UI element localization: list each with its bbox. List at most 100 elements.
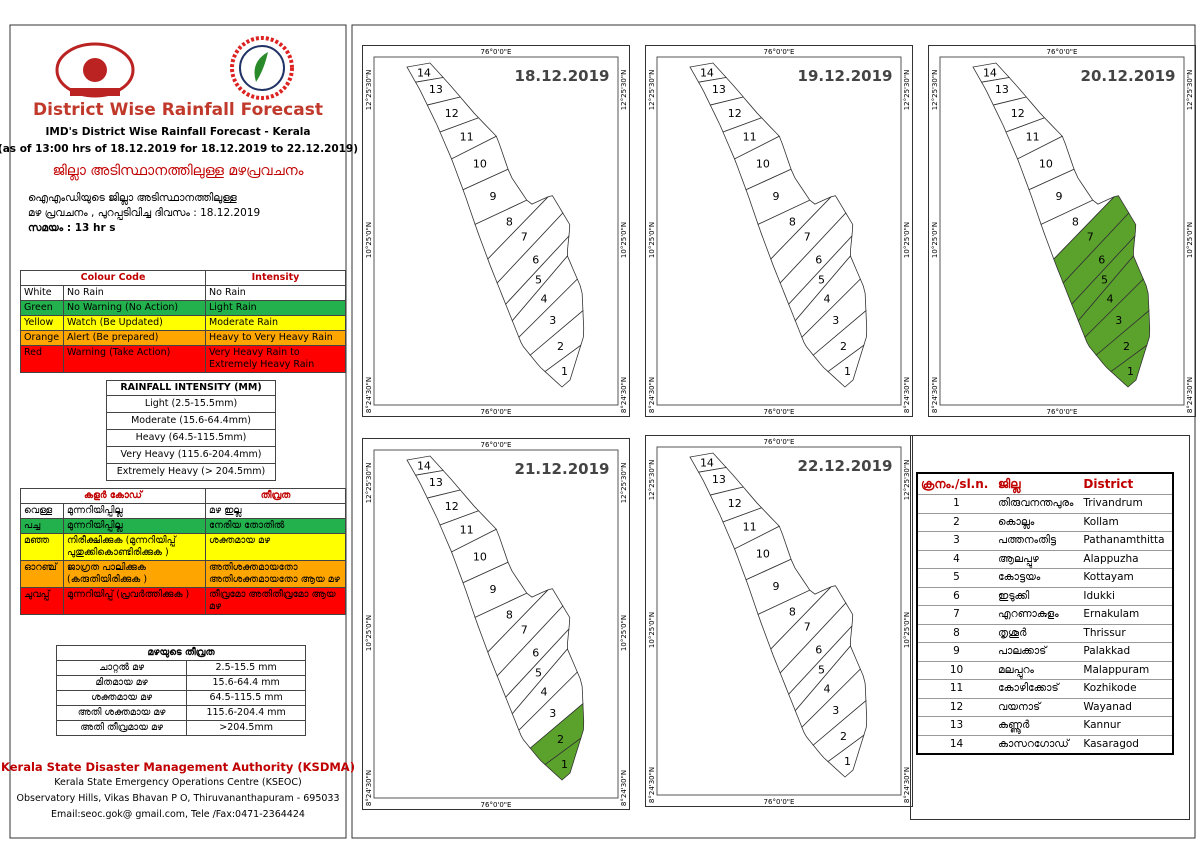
district-number: 13 bbox=[712, 473, 726, 486]
table-cell: തിരുവനന്തപുരം bbox=[995, 494, 1081, 513]
footer-line: Observatory Hills, Vikas Bhavan P O, Thi… bbox=[16, 793, 340, 804]
district-number: 13 bbox=[712, 83, 726, 96]
lon-label: 76°0'0"E bbox=[481, 408, 512, 416]
table-cell: ചുവപ്പ് bbox=[20, 587, 64, 615]
district-number: 7 bbox=[804, 230, 811, 243]
table-row: Colour Code Intensity bbox=[20, 270, 346, 286]
map-border bbox=[362, 45, 630, 417]
table-cell: കൊല്ലം bbox=[995, 512, 1081, 532]
district-number: 1 bbox=[1127, 365, 1134, 378]
table-row: RAINFALL INTENSITY (MM) bbox=[106, 380, 276, 396]
map-border bbox=[645, 45, 913, 417]
table-cell: വയനാട് bbox=[995, 697, 1081, 717]
table-cell: ചാറ്റൽ മഴ bbox=[55, 660, 188, 676]
district-number: 8 bbox=[506, 216, 513, 229]
table-row: വെള്ള മുന്നറിയിപ്പില്ല മഴ ഇല്ല bbox=[20, 503, 346, 519]
district-number: 1 bbox=[561, 365, 568, 378]
table-cell: White bbox=[20, 285, 64, 301]
district bbox=[1110, 344, 1148, 388]
map: 76°0'0"E 76°0'0"E 12°25'30"N 12°25'30"N 10°2… bbox=[645, 45, 913, 417]
table-row: കളർ കോഡ് തീവ്രത bbox=[20, 488, 346, 504]
map-border bbox=[362, 438, 630, 810]
lat-label: 12°25'30"N bbox=[365, 463, 373, 504]
district-number: 11 bbox=[1026, 130, 1040, 143]
district-number: 8 bbox=[506, 609, 513, 622]
table-cell: Light (2.5-15.5mm) bbox=[106, 395, 276, 413]
lon-label: 76°0'0"E bbox=[1047, 408, 1078, 416]
table-cell: Light Rain bbox=[205, 300, 346, 316]
district-number: 5 bbox=[818, 273, 825, 286]
table-row: 4 ആലപ്പുഴ Alappuzha bbox=[917, 549, 1173, 569]
table-row: 8 തൃശൂർ Thrissur bbox=[917, 623, 1173, 643]
table-cell: ശക്തമായ മഴ bbox=[205, 533, 346, 561]
district-number: 1 bbox=[844, 755, 851, 768]
map-date: 18.12.2019 bbox=[515, 67, 610, 85]
table-cell: കോഴിക്കോട് bbox=[995, 679, 1081, 698]
table-cell: അതി തീവ്രമായ മഴ bbox=[55, 720, 188, 736]
district-number: 14 bbox=[417, 66, 431, 79]
district-number: 5 bbox=[1101, 273, 1108, 286]
table-row: White No Rain No Rain bbox=[20, 285, 346, 301]
district-number: 3 bbox=[832, 704, 839, 717]
left-panel bbox=[9, 24, 347, 839]
district-number: 9 bbox=[773, 190, 780, 203]
table-cell: ഓറഞ്ച് bbox=[20, 560, 64, 588]
district-number: 14 bbox=[417, 459, 431, 472]
table-cell: District bbox=[1083, 477, 1134, 491]
table-cell: 7 bbox=[917, 605, 996, 624]
table-cell: തീവ്രമോ അതിതീവ്രമോ ആയ മഴ bbox=[205, 587, 346, 615]
table-cell: 6 bbox=[917, 586, 996, 606]
table-cell: Pathanamthitta bbox=[1080, 531, 1173, 550]
table-cell: 13 bbox=[917, 716, 996, 735]
district-number: 3 bbox=[1115, 314, 1122, 327]
district-number: 10 bbox=[473, 157, 487, 170]
table-row: Yellow Watch (Be Updated) Moderate Rain bbox=[20, 315, 346, 331]
lat-label: 12°25'30"N bbox=[648, 70, 656, 111]
table-cell: Kottayam bbox=[1080, 568, 1173, 587]
lat-label: 10°25'0"N bbox=[648, 222, 656, 258]
table-row: Green No Warning (No Action) Light Rain bbox=[20, 300, 346, 316]
table-cell: 11 bbox=[917, 679, 996, 698]
lat-label: 8°24'30"N bbox=[620, 770, 628, 806]
table-cell: കാസറഗോഡ് bbox=[995, 734, 1081, 754]
district-number: 5 bbox=[535, 666, 542, 679]
lat-label: 8°24'30"N bbox=[648, 767, 656, 803]
district-number: 14 bbox=[983, 66, 997, 79]
table-row: ശക്തമായ മഴ 64.5-115.5 mm bbox=[55, 690, 306, 706]
table-cell: 64.5-115.5 mm bbox=[186, 690, 306, 706]
district-number: 12 bbox=[445, 107, 459, 120]
lat-label: 10°25'0"N bbox=[365, 615, 373, 651]
district-number: 3 bbox=[549, 707, 556, 720]
table-row: Orange Alert (Be prepared) Heavy to Very H… bbox=[20, 330, 346, 346]
district-number: 10 bbox=[756, 157, 770, 170]
table-cell: 2.5-15.5 mm bbox=[186, 660, 306, 676]
lat-label: 8°24'30"N bbox=[620, 377, 628, 413]
district-number: 14 bbox=[700, 66, 714, 79]
ml-line: ഐഎംഡിയുടെ ജില്ലാ അടിസ്ഥാനത്തിലുള്ള bbox=[28, 192, 237, 204]
ml-title: ജില്ലാ അടിസ്ഥാനത്തിലുള്ള മഴപ്രവചനം bbox=[52, 163, 304, 179]
table-cell: പച്ച bbox=[20, 518, 64, 534]
table-cell: 3 bbox=[917, 531, 996, 550]
lat-label: 12°25'30"N bbox=[903, 70, 911, 111]
table-cell: ഇടുക്കി bbox=[995, 586, 1081, 606]
district bbox=[827, 344, 865, 388]
table-cell: 15.6-64.4 mm bbox=[186, 675, 306, 691]
lat-label: 8°24'30"N bbox=[365, 377, 373, 413]
district-number: 1 bbox=[561, 758, 568, 771]
map-date: 20.12.2019 bbox=[1081, 67, 1176, 85]
lat-label: 10°25'0"N bbox=[1186, 222, 1194, 258]
table-cell: ക്രനം./sl.n. bbox=[921, 477, 989, 491]
table-cell: കോട്ടയം bbox=[995, 568, 1081, 587]
table-row: 14 കാസറഗോഡ് Kasaragod bbox=[917, 734, 1173, 754]
table-cell: മഞ്ഞ bbox=[20, 533, 64, 561]
district-number: 4 bbox=[824, 292, 831, 305]
table-cell: പാലക്കാട് bbox=[995, 642, 1081, 661]
subtitle: IMD's District Wise Rainfall Forecast - … bbox=[45, 126, 311, 138]
table-cell: Intensity bbox=[205, 270, 346, 286]
district-number: 11 bbox=[743, 130, 757, 143]
district-number: 6 bbox=[532, 647, 539, 660]
footer-org: Kerala State Disaster Management Authori… bbox=[1, 760, 355, 774]
district-number: 6 bbox=[815, 254, 822, 267]
district bbox=[544, 344, 582, 388]
ksdma-logo bbox=[230, 36, 294, 100]
